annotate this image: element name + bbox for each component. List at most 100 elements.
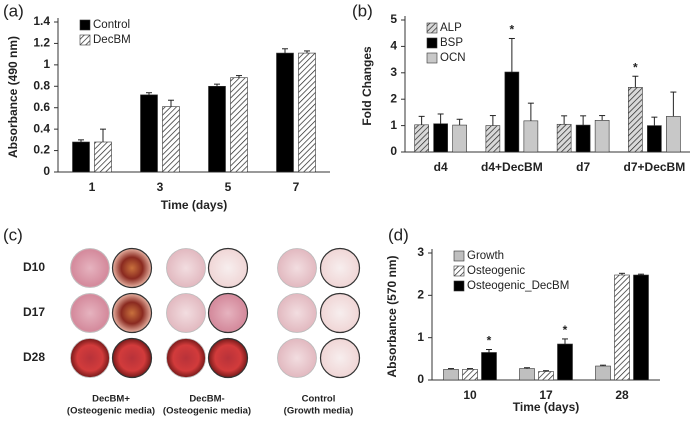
y-tick-label: 0.4 (33, 121, 50, 135)
y-tick-label: 1 (390, 118, 397, 132)
error-bar (418, 115, 425, 125)
y-tick-label: 3 (417, 245, 424, 259)
bar (556, 123, 572, 153)
x-tick-label: 5 (225, 180, 232, 194)
error-bar (600, 364, 606, 367)
well-photo (111, 247, 153, 289)
bar (94, 141, 112, 173)
bar (443, 369, 459, 381)
bar (433, 123, 448, 153)
bar (614, 274, 630, 381)
x-tick-label: 28 (615, 388, 629, 402)
y-tick-label: 1.2 (33, 36, 50, 50)
error-bar (486, 349, 492, 353)
row-label: D17 (23, 305, 45, 319)
bar (462, 369, 478, 381)
legend-label: Osteogenic (467, 265, 525, 277)
error-bar (448, 368, 454, 370)
well-photo (207, 292, 249, 334)
x-tick-label: 10 (463, 388, 477, 402)
well-photo (207, 337, 249, 379)
bar (485, 125, 501, 153)
well-photo (70, 338, 110, 378)
well-photo (166, 338, 206, 378)
error-bar (282, 48, 288, 54)
error-bar (599, 115, 606, 121)
y-tick-label: 0 (43, 164, 50, 178)
legend-swatch (453, 250, 465, 262)
y-axis-title: Absorbance (570 nm) (385, 255, 399, 377)
x-tick-label: d4+DecBM (481, 160, 543, 174)
well-photo (319, 292, 361, 334)
bar (523, 120, 539, 153)
x-tick-label: 17 (539, 388, 553, 402)
y-tick-label: 2 (390, 91, 397, 105)
panel-label: (b) (352, 1, 373, 20)
well-photo (207, 247, 249, 289)
error-bar (236, 75, 242, 78)
legend-label: Osteogenic_DecBM (467, 280, 569, 292)
panel-label: (d) (388, 225, 409, 244)
error-bar (638, 273, 644, 276)
error-bar (580, 115, 587, 126)
bar (633, 274, 649, 381)
well-photo (111, 337, 153, 379)
y-tick-label: 3 (390, 65, 397, 79)
bar (538, 371, 554, 381)
bar (647, 125, 662, 153)
bar (628, 87, 643, 153)
y-tick-label: 5 (390, 12, 397, 26)
x-tick-label: d7 (576, 160, 590, 174)
error-bar (632, 75, 639, 88)
error-bar (508, 37, 515, 73)
column-label: Control (302, 394, 336, 405)
bar (414, 124, 429, 153)
error-bar (527, 102, 534, 121)
y-tick-label: 1 (43, 57, 50, 71)
error-bar (562, 338, 568, 345)
legend-swatch (426, 37, 438, 49)
legend-label: Growth (467, 250, 504, 262)
error-bar (168, 99, 174, 107)
legend-label: Control (93, 19, 130, 31)
well-photo (70, 293, 110, 333)
legend-swatch (426, 22, 438, 34)
significance-mark: * (487, 334, 492, 348)
error-bar (100, 128, 106, 142)
y-axis-title: Absorbance (490 nm) (6, 36, 20, 158)
y-tick-label: 4 (390, 39, 397, 53)
significance-mark: * (510, 23, 515, 37)
x-tick-label: d7+DecBM (624, 160, 686, 174)
error-bar (304, 50, 310, 54)
well-photo (277, 293, 317, 333)
bar (140, 94, 158, 173)
y-tick-label: 1 (417, 330, 424, 344)
error-bar (78, 139, 84, 142)
bar (575, 124, 591, 153)
y-tick-label: 0.8 (33, 78, 50, 92)
column-note: (Osteogenic media) (163, 406, 251, 417)
column-label: DecBM+ (92, 394, 130, 405)
bar (452, 124, 467, 153)
well-photo (277, 248, 317, 288)
error-bar (651, 116, 658, 126)
legend-swatch (453, 280, 465, 292)
bar (162, 106, 180, 173)
legend-swatch (453, 265, 465, 277)
well-photo (111, 292, 153, 334)
x-axis-title: Time (days) (513, 400, 579, 414)
x-tick-label: 1 (89, 180, 96, 194)
legend-swatch (79, 19, 91, 31)
legend-label: DecBM (93, 34, 131, 46)
error-bar (543, 370, 549, 372)
legend-label: BSP (440, 37, 463, 49)
legend-swatch (426, 52, 438, 64)
well-photo (166, 248, 206, 288)
significance-mark: * (563, 323, 568, 337)
row-label: D10 (23, 260, 45, 274)
bar (481, 352, 497, 381)
y-tick-label: 0 (390, 144, 397, 158)
column-note: (Osteogenic media) (67, 406, 155, 417)
y-tick-label: 0.6 (33, 100, 50, 114)
column-label: DecBM- (189, 394, 224, 405)
